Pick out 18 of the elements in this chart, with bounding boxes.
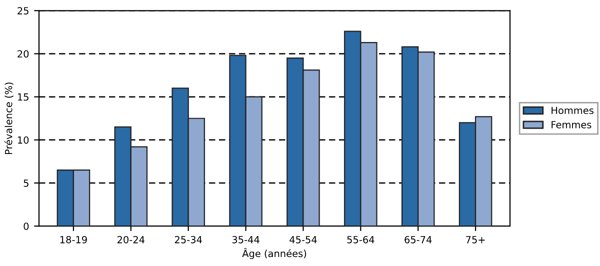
y-tick-label: 10 xyxy=(18,136,29,144)
x-tick-label: 18-19 xyxy=(60,236,87,244)
x-axis-title: Âge (années) xyxy=(242,248,306,260)
y-tick-label: 0 xyxy=(24,222,29,230)
legend-label: Hommes xyxy=(552,106,594,114)
y-tick-label: 15 xyxy=(18,93,28,101)
x-tick-label: 20-24 xyxy=(117,236,144,244)
y-tick-label: 5 xyxy=(24,180,28,187)
y-axis-title: Prévalence (%) xyxy=(4,82,14,154)
x-tick-label: 65-74 xyxy=(404,236,432,244)
x-tick-label: 35-44 xyxy=(232,236,260,244)
x-tick-label: 45-54 xyxy=(290,236,317,244)
x-tick-label: 75+ xyxy=(466,236,485,244)
y-tick-label: 20 xyxy=(18,50,29,58)
x-tick-label: 55-64 xyxy=(347,236,374,244)
y-tick-label: 25 xyxy=(18,7,28,14)
x-tick-label: 25-34 xyxy=(174,236,202,244)
legend-label: Femmes xyxy=(552,121,592,128)
